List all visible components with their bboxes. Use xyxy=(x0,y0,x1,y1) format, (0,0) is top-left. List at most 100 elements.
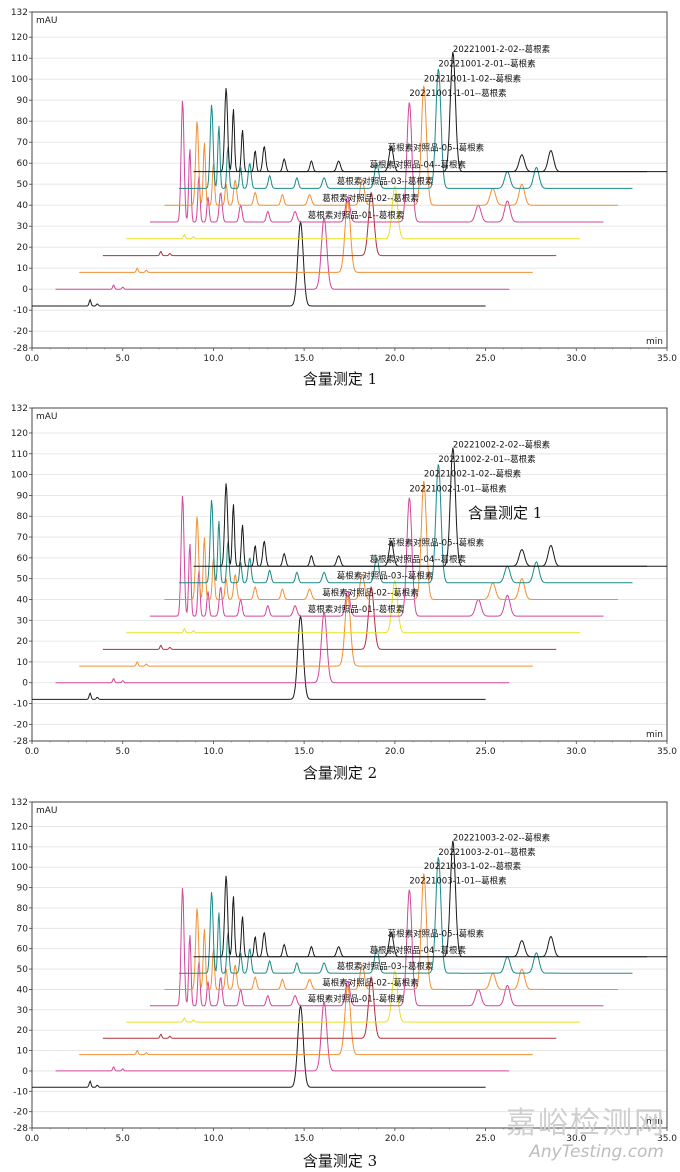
x-tick-label: 10.0 xyxy=(203,747,223,757)
y-tick-label: 20 xyxy=(17,1026,29,1036)
label-ref-05: 葛根素对照品-05--葛根素 xyxy=(388,537,485,548)
label-ref-03: 葛根素对照品-03--葛根素 xyxy=(337,176,434,187)
trace-ref-01 xyxy=(149,888,604,1007)
y-tick-label: 50 xyxy=(17,180,29,190)
x-tick-label: 30.0 xyxy=(566,354,586,364)
y-tick-label: 40 xyxy=(17,985,29,995)
trace-blank-5 xyxy=(126,185,580,240)
y-tick-label: -28 xyxy=(13,737,28,747)
chromatogram-1-plot: -28 -20 -10 0 10 20 30 40 50 60 70 80 90 100 110 120 132… xyxy=(11,8,677,364)
x-tick-label: 15.0 xyxy=(294,1134,314,1144)
x-tick-label: 10.0 xyxy=(203,354,223,364)
y-tick-label: 10 xyxy=(17,264,29,274)
overlay-text: 含量测定 1 xyxy=(468,504,543,522)
trace-blank-5 xyxy=(126,579,580,634)
trace-blank-4 xyxy=(102,191,557,257)
y-tick-label: -28 xyxy=(13,1124,28,1134)
y-tick-label: 70 xyxy=(17,533,29,543)
plot-frame xyxy=(31,801,668,1129)
x-tick-label: 35.0 xyxy=(657,747,677,757)
label-sample-2-01: 20221002-2-01--葛根素 xyxy=(438,454,536,465)
x-tick-label: 5.0 xyxy=(116,1134,131,1144)
label-sample-1-02: 20221001-1-02--葛根素 xyxy=(424,73,522,84)
y-tick-label: 80 xyxy=(17,512,29,522)
y-tick-label: 30 xyxy=(17,616,29,626)
y-tick-label: 110 xyxy=(11,450,28,460)
y-tick-label: 132 xyxy=(11,798,28,808)
label-ref-02: 葛根素对照品-02--葛根素 xyxy=(322,193,419,204)
label-ref-03: 葛根素对照品-03--葛根素 xyxy=(337,571,434,582)
y-tick-label: 90 xyxy=(17,884,29,894)
y-axis-label: mAU xyxy=(36,806,58,816)
x-tick-label: 25.0 xyxy=(476,747,496,757)
y-tick-label: -20 xyxy=(13,720,28,730)
label-ref-04: 葛根素对照品-04--葛根素 xyxy=(369,159,466,170)
trace-blank-3 xyxy=(79,983,533,1056)
x-tick-label: 25.0 xyxy=(476,1134,496,1144)
y-tick-label: 100 xyxy=(11,75,28,85)
label-ref-02: 葛根素对照品-02--葛根素 xyxy=(322,977,419,988)
y-tick-label: 100 xyxy=(11,863,28,873)
trace-blank-3 xyxy=(79,199,533,273)
y-tick-label: 90 xyxy=(17,491,29,501)
trace-blank xyxy=(32,614,486,700)
label-ref-04: 葛根素对照品-04--葛根素 xyxy=(369,554,466,565)
y-tick-label: 40 xyxy=(17,201,29,211)
x-tick-label: 35.0 xyxy=(657,1134,677,1144)
y-tick-label: 132 xyxy=(11,8,28,18)
y-tick-label: 20 xyxy=(17,637,29,647)
y-tick-label: 30 xyxy=(17,222,29,232)
label-ref-05: 葛根素对照品-05--葛根素 xyxy=(388,143,485,154)
x-tick-label: 0.0 xyxy=(25,747,40,757)
y-tick-label: 60 xyxy=(17,159,29,169)
label-sample-2-02: 20221001-2-02--葛根素 xyxy=(453,44,551,55)
x-tick-label: 5.0 xyxy=(116,747,131,757)
x-axis-label: min xyxy=(646,1117,663,1127)
trace-ref-03 xyxy=(179,68,633,189)
trace-blank xyxy=(32,1004,486,1088)
label-sample-2-01: 20221001-2-01--葛根素 xyxy=(438,59,536,70)
y-tick-label: -28 xyxy=(13,344,28,354)
chromatogram-panel-2: -28 -20 -10 0 10 20 30 40 50 60 70 80 90 100 110 120 132… xyxy=(0,396,680,788)
y-axis-label: mAU xyxy=(36,412,58,422)
y-tick-label: -10 xyxy=(13,306,28,316)
label-ref-01: 葛根素对照品-01--葛根素 xyxy=(308,210,405,221)
y-tick-label: 0 xyxy=(22,1067,28,1077)
y-tick-label: 0 xyxy=(22,679,28,689)
y-tick-label: 60 xyxy=(17,554,29,564)
x-tick-label: 20.0 xyxy=(385,1134,405,1144)
trace-blank-4 xyxy=(102,585,557,650)
y-tick-label: 0 xyxy=(22,285,28,295)
x-tick-label: 0.0 xyxy=(25,1134,40,1144)
label-sample-2-02: 20221003-2-02--葛根素 xyxy=(453,833,551,844)
y-tick-label: 30 xyxy=(17,1006,29,1016)
x-axis-label: min xyxy=(646,730,663,740)
x-tick-label: 30.0 xyxy=(566,747,586,757)
label-sample-1-01: 20221003-1-01--葛根素 xyxy=(409,876,507,887)
watermark-cn: 嘉峪检测网 xyxy=(506,1106,666,1141)
trace-blank-2 xyxy=(55,610,510,684)
x-tick-label: 15.0 xyxy=(294,747,314,757)
label-sample-1-02: 20221002-1-02--葛根素 xyxy=(424,469,522,480)
trace-ref-03 xyxy=(179,857,633,974)
chromatogram-2-plot: -28 -20 -10 0 10 20 30 40 50 60 70 80 90 100 110 120 132… xyxy=(11,404,677,757)
y-tick-label: 80 xyxy=(17,904,29,914)
label-ref-01: 葛根素对照品-01--葛根素 xyxy=(308,604,405,615)
y-tick-label: 60 xyxy=(17,945,29,955)
trace-blank-2 xyxy=(55,216,510,290)
y-tick-label: 20 xyxy=(17,243,29,253)
y-tick-label: 10 xyxy=(17,658,29,668)
trace-blank-2 xyxy=(55,1000,510,1072)
trace-ref-03 xyxy=(179,464,633,584)
y-tick-label: 120 xyxy=(11,33,28,43)
label-ref-03: 葛根素对照品-03--葛根素 xyxy=(337,961,434,972)
label-sample-1-02: 20221003-1-02--葛根素 xyxy=(424,861,522,872)
trace-ref-01 xyxy=(149,100,604,223)
label-sample-1-01: 20221001-1-01--葛根素 xyxy=(409,88,507,99)
y-tick-label: -20 xyxy=(13,1108,28,1118)
y-axis-label: mAU xyxy=(36,16,58,26)
chromatogram-3-plot: -28 -20 -10 0 10 20 30 40 50 60 70 80 90 100 110 120 132… xyxy=(11,798,677,1144)
trace-ref-02 xyxy=(164,873,618,990)
y-tick-label: -10 xyxy=(13,700,28,710)
trace-ref-01 xyxy=(149,496,604,617)
